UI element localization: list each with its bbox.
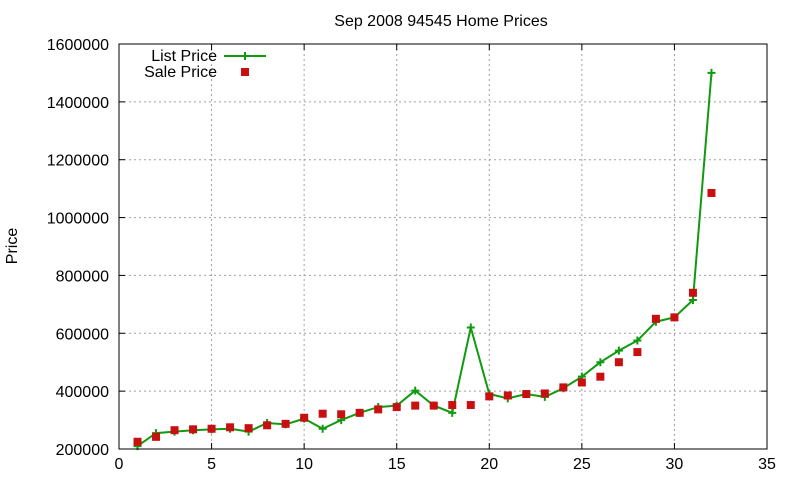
sale-price-point (503, 391, 512, 400)
sale-price-point (688, 288, 697, 297)
y-tick-label: 200000 (56, 442, 109, 459)
sale-price-point (318, 409, 327, 418)
x-tick-label: 5 (207, 456, 216, 473)
sale-price-point (170, 426, 179, 435)
x-tick-label: 35 (758, 456, 776, 473)
legend-label: Sale Price (144, 64, 217, 81)
x-tick-label: 30 (666, 456, 684, 473)
sale-price-point (207, 424, 216, 433)
y-tick-label: 1000000 (47, 211, 109, 228)
sale-price-point (226, 423, 235, 432)
sale-price-point (614, 358, 623, 367)
sale-price-point (337, 410, 346, 419)
plot-frame (118, 43, 768, 450)
sale-price-point (263, 421, 272, 430)
list-price-point (614, 346, 623, 355)
list-price-point (448, 408, 457, 417)
list-price-point (318, 424, 327, 433)
tick-layer: 0 5 10 15 20 25 30 35 200000 400000 600000 800000 10… (47, 37, 776, 473)
y-tick-label: 1400000 (47, 95, 109, 112)
sale-price-point (374, 405, 383, 414)
sale-price-point (633, 348, 642, 357)
sale-price-point (392, 403, 401, 412)
sale-price-point (300, 413, 309, 422)
y-tick-label: 1200000 (47, 153, 109, 170)
y-tick-label: 800000 (56, 268, 109, 285)
sale-price-point (559, 383, 568, 392)
list-price-point (596, 358, 605, 367)
sale-price-point (485, 392, 494, 401)
sale-price-point (152, 432, 161, 441)
list-price-point (688, 296, 697, 305)
y-tick-label: 1600000 (47, 37, 109, 54)
list-price-point (707, 68, 716, 77)
sale-price-point (540, 389, 549, 398)
sale-price-point (670, 313, 679, 322)
sale-price-point (651, 314, 660, 323)
sale-price-point (189, 425, 198, 434)
sale-price-point (244, 424, 253, 433)
sale-price-point (522, 390, 531, 399)
sale-price-point (448, 401, 457, 410)
sale-price-point (707, 188, 716, 197)
list-price-point (466, 323, 475, 332)
x-tick-label: 15 (388, 456, 406, 473)
x-tick-label: 10 (295, 456, 313, 473)
x-tick-label: 20 (480, 456, 498, 473)
sale-price-point (411, 401, 420, 410)
y-tick-label: 600000 (56, 326, 109, 343)
sale-price-point (466, 401, 475, 410)
sale-price-point (577, 378, 586, 387)
chart-title: Sep 2008 94545 Home Prices (334, 13, 547, 30)
list-price-point (633, 336, 642, 345)
sale-price-point (355, 408, 364, 417)
sale-price-point (133, 437, 142, 446)
x-tick-label: 25 (573, 456, 591, 473)
legend-label: List Price (151, 48, 217, 65)
list-price-point (411, 386, 420, 395)
sale-price-point (281, 419, 290, 428)
grid-layer (119, 44, 767, 449)
sale-price-point (596, 372, 605, 381)
legend-swatch-marker (241, 68, 249, 76)
x-tick-label: 0 (115, 456, 124, 473)
list-price-line (136, 72, 713, 447)
legend-swatch-marker (241, 52, 249, 60)
series-layer (133, 68, 716, 451)
sale-price-point (429, 401, 438, 410)
y-tick-label: 400000 (56, 384, 109, 401)
y-axis-label: Price (4, 228, 21, 265)
